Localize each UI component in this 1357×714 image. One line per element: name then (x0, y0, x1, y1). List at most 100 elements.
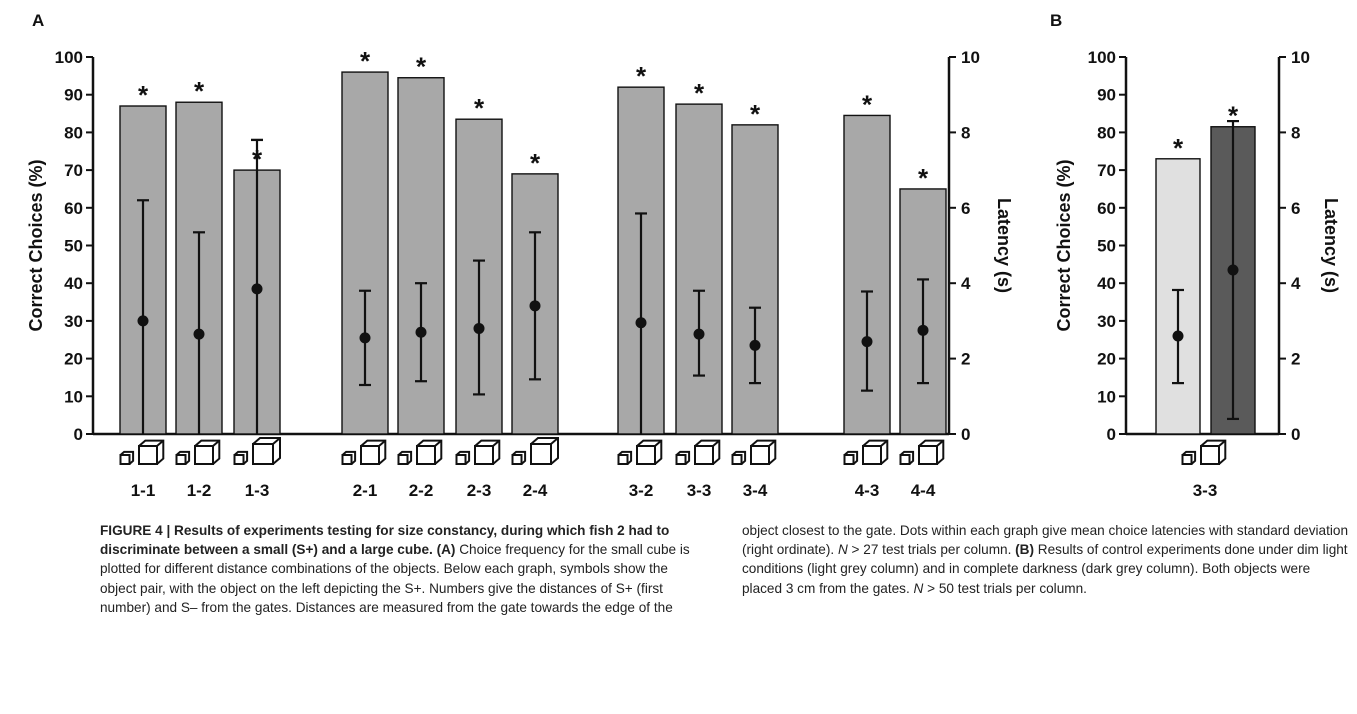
small-cube-edge (675, 450, 691, 465)
large-cube-top-edge (492, 439, 500, 447)
small-cube-front (341, 454, 353, 465)
small-cube-front (1181, 454, 1193, 465)
left-tick-label: 10 (1097, 387, 1116, 406)
left-tick-label: 60 (64, 199, 83, 218)
large-cube-front (750, 445, 770, 465)
right-tick-label: 10 (1291, 48, 1310, 67)
category-label: 1-1 (131, 481, 156, 500)
significance-star: * (416, 52, 427, 82)
small-cube-front (233, 454, 245, 465)
large-cube-top-edge (654, 439, 662, 447)
large-cube-top-edge (434, 439, 442, 447)
object-pair-icon (1181, 439, 1227, 465)
left-tick-label: 60 (1097, 199, 1116, 218)
category-label: 4-3 (855, 481, 880, 500)
right-tick-label: 8 (961, 123, 970, 142)
latency-mean-dot (749, 339, 761, 351)
right-tick-label: 0 (961, 425, 970, 444)
latency-mean-dot (635, 317, 647, 329)
large-cube-top-edge (880, 439, 888, 447)
left-tick-label: 100 (55, 48, 83, 67)
large-cube-top-edge (1218, 439, 1226, 447)
left-tick-label: 30 (64, 312, 83, 331)
small-cube-edge (119, 450, 135, 465)
left-tick-label: 20 (1097, 350, 1116, 369)
caption-a-n: N (837, 542, 848, 558)
large-cube-front (194, 445, 214, 465)
bar (731, 124, 779, 435)
left-tick-label: 80 (1097, 123, 1116, 142)
caption-b-n-text: > 50 test trials per column. (923, 580, 1087, 596)
object-pair-icon (511, 437, 559, 465)
caption-b-label: (B) (1015, 542, 1035, 558)
small-cube-front (119, 454, 131, 465)
large-cube-front (862, 445, 882, 465)
large-cube-top-edge (936, 439, 944, 447)
figure-4: A 0 10 20 30 40 50 60 70 80 90 100 0 2 4 6 8 10 Correct Ch… (26, 11, 1341, 500)
category-label: 2-2 (409, 481, 434, 500)
latency-mean-dot (861, 336, 873, 348)
large-cube-front (636, 445, 656, 465)
large-cube-top-edge (212, 439, 220, 447)
small-cube-edge (233, 450, 249, 465)
figure-caption: FIGURE 4 | Results of experiments testin… (100, 521, 1350, 711)
y-axis-title: Correct Choices (%) (1054, 159, 1074, 331)
large-cube-front (138, 445, 158, 465)
small-cube-front (899, 454, 911, 465)
category-label: 2-1 (353, 481, 378, 500)
left-tick-label: 70 (64, 161, 83, 180)
left-tick-label: 90 (1097, 86, 1116, 105)
category-label: 3-3 (1193, 481, 1218, 500)
object-pair-icon (397, 439, 443, 465)
large-cube-top-edge (768, 439, 776, 447)
large-cube-top-edge (156, 439, 164, 447)
small-cube-edge (1181, 450, 1197, 465)
left-tick-label: 0 (74, 425, 83, 444)
left-tick-label: 80 (64, 123, 83, 142)
latency-mean-dot (473, 322, 485, 334)
large-cube-front (360, 445, 380, 465)
panel-label-a: A (32, 11, 44, 30)
right-tick-label: 2 (1291, 350, 1300, 369)
category-label: 3-3 (687, 481, 712, 500)
object-pair-icon (731, 439, 777, 465)
latency-mean-dot (193, 328, 205, 340)
left-tick-label: 20 (64, 350, 83, 369)
object-pair-icon (617, 439, 663, 465)
significance-star: * (474, 93, 485, 123)
object-pair-icon (233, 437, 281, 465)
significance-star: * (1173, 133, 1184, 163)
left-tick-label: 50 (1097, 237, 1116, 256)
small-cube-edge (617, 450, 633, 465)
significance-star: * (862, 89, 873, 119)
significance-star: * (694, 78, 705, 108)
significance-star: * (1228, 101, 1239, 131)
small-cube-front (843, 454, 855, 465)
small-cube-edge (843, 450, 859, 465)
right-tick-label: 2 (961, 350, 970, 369)
latency-mean-dot (137, 315, 149, 327)
latency-mean-dot (359, 332, 371, 344)
significance-star: * (360, 46, 371, 76)
large-cube-front (474, 445, 494, 465)
large-cube-front (1200, 445, 1220, 465)
large-cube-front (416, 445, 436, 465)
small-cube-edge (397, 450, 413, 465)
large-cube-front (918, 445, 938, 465)
latency-mean-dot (917, 324, 929, 336)
object-pair-icon (341, 439, 387, 465)
large-cube-front (530, 443, 552, 465)
small-cube-edge (175, 450, 191, 465)
latency-mean-dot (1172, 330, 1184, 342)
panel-label-b: B (1050, 11, 1062, 30)
latency-mean-dot (693, 328, 705, 340)
caption-a-n-text: > 27 test trials per column. (847, 542, 1016, 558)
small-cube-edge (731, 450, 747, 465)
object-pair-icon (175, 439, 221, 465)
category-label: 3-2 (629, 481, 654, 500)
significance-star: * (750, 99, 761, 129)
large-cube-front (252, 443, 274, 465)
left-tick-label: 90 (64, 86, 83, 105)
left-tick-label: 10 (64, 387, 83, 406)
